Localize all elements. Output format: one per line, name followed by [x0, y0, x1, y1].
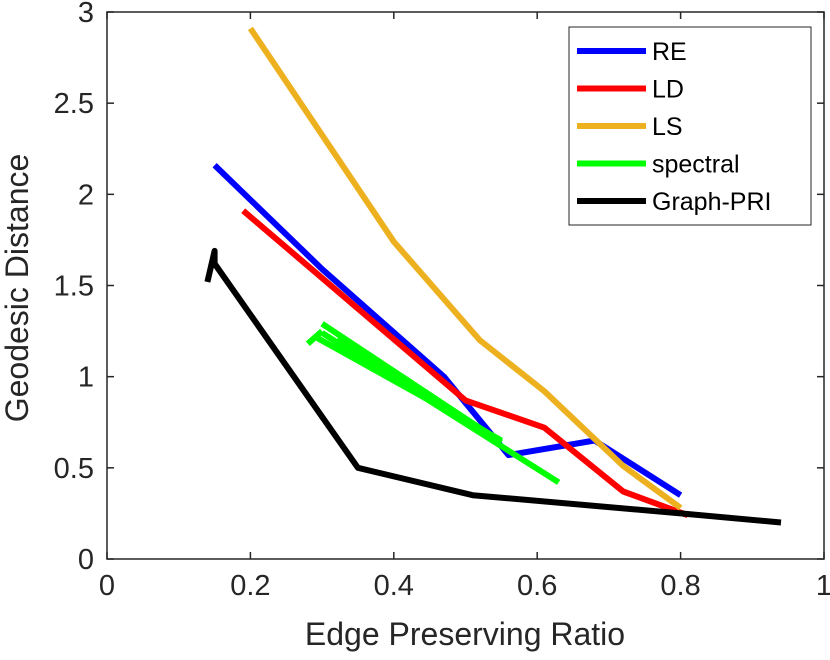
y-tick-label: 2.5 — [54, 88, 94, 120]
series-line — [204, 247, 782, 526]
y-tick-label: 2 — [78, 179, 94, 211]
legend-item: Graph-PRI — [577, 188, 771, 216]
legend-label: RE — [652, 38, 687, 66]
legend-item: RE — [577, 38, 687, 66]
x-tick-label: 0.6 — [517, 570, 557, 602]
y-tick-label: 3 — [78, 0, 94, 29]
series-graph-pri — [204, 247, 782, 526]
legend-item: LD — [577, 76, 684, 104]
legend-label: spectral — [652, 151, 740, 179]
y-tick-label: 1.5 — [54, 271, 94, 303]
legend-label: LD — [652, 76, 684, 104]
legend-item: spectral — [577, 151, 740, 179]
series-layer — [204, 26, 782, 526]
legend: RE LD LS spectral Graph-PRI — [568, 26, 812, 226]
series-line — [241, 208, 689, 519]
y-axis-label: Geodesic Distance — [0, 154, 35, 423]
x-tick-label: 0.2 — [230, 570, 270, 602]
series-ls — [247, 26, 683, 511]
series-ld — [241, 208, 689, 519]
x-tick-label: 1 — [816, 570, 830, 602]
legend-item: LS — [577, 113, 683, 141]
x-tick-label: 0.8 — [660, 570, 700, 602]
legend-label: Graph-PRI — [652, 188, 771, 216]
y-tick-label: 0.5 — [54, 453, 94, 485]
series-spectral — [305, 321, 561, 485]
series-line — [305, 328, 325, 347]
x-tick-label: 0 — [99, 570, 115, 602]
y-tick-label: 0 — [78, 544, 94, 576]
ticks-layer: 0 0.2 0.4 0.6 0.8 1 0 0.5 1 1.5 2 2.5 3 — [54, 0, 830, 602]
series-line — [334, 337, 496, 440]
series-line — [247, 26, 683, 511]
x-axis-label: Edge Preserving Ratio — [305, 616, 625, 652]
legend-label: LS — [652, 113, 683, 141]
y-tick-label: 1 — [78, 362, 94, 394]
x-tick-label: 0.4 — [374, 570, 414, 602]
